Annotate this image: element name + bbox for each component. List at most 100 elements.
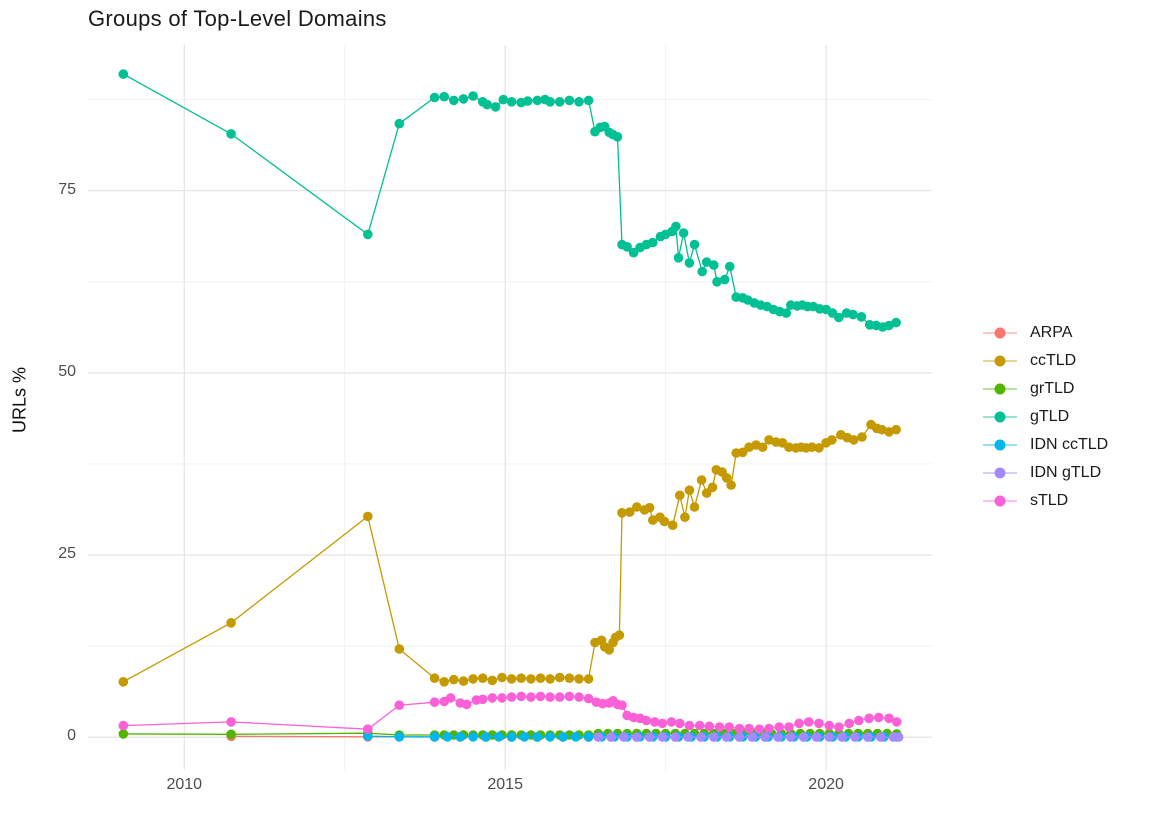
data-point — [641, 715, 652, 726]
legend-key-icon — [983, 383, 1017, 395]
data-point — [564, 691, 575, 702]
legend-item-arpa: ARPA — [982, 319, 1108, 347]
data-point — [760, 732, 770, 742]
data-point — [554, 672, 565, 683]
data-point — [675, 718, 685, 729]
data-point — [624, 507, 635, 517]
data-point — [226, 129, 236, 139]
legend-label: ARPA — [1030, 324, 1073, 341]
data-point — [824, 720, 835, 731]
data-point — [535, 691, 546, 702]
data-point — [628, 247, 639, 258]
legend-label: sTLD — [1030, 492, 1069, 509]
data-point — [827, 435, 837, 445]
data-point — [734, 723, 745, 734]
data-point — [614, 630, 625, 640]
data-point — [657, 718, 668, 729]
data-point — [648, 237, 658, 248]
data-point — [707, 482, 718, 493]
data-point — [519, 732, 530, 742]
data-point — [807, 442, 817, 453]
data-point — [696, 475, 707, 485]
legend-item-idn-gtld: IDN gTLD — [982, 459, 1108, 487]
data-point — [226, 729, 236, 740]
data-point — [574, 692, 584, 702]
legend-key-icon — [983, 439, 1017, 451]
data-point — [522, 96, 533, 106]
legend-label: IDN ccTLD — [1030, 436, 1109, 453]
data-point — [497, 693, 507, 703]
data-point — [554, 97, 565, 107]
data-point — [458, 94, 469, 104]
data-point — [657, 732, 668, 742]
data-point — [848, 309, 858, 320]
data-point — [506, 97, 517, 107]
data-point — [612, 132, 623, 142]
data-point — [784, 442, 794, 453]
legend-key-dot — [994, 411, 1006, 423]
legend-key-dot — [994, 383, 1006, 395]
data-point — [671, 221, 681, 232]
data-point — [854, 715, 864, 726]
data-point — [632, 502, 642, 512]
data-point — [617, 508, 627, 518]
data-point — [714, 722, 725, 732]
data-point — [659, 516, 670, 527]
data-point — [697, 266, 707, 277]
data-point — [455, 732, 466, 742]
data-point — [458, 676, 469, 686]
data-point — [773, 732, 783, 742]
data-point — [798, 732, 809, 742]
data-point — [482, 99, 493, 110]
data-point — [583, 674, 594, 684]
data-point — [118, 729, 129, 739]
data-point — [848, 435, 859, 445]
data-point — [606, 732, 616, 742]
data-point — [684, 258, 695, 268]
data-point — [701, 488, 712, 498]
series-line-cctld — [122, 423, 897, 683]
data-point — [558, 732, 568, 742]
data-point — [477, 694, 488, 705]
y-tick-label: 25 — [58, 545, 76, 563]
y-tick-label: 0 — [67, 727, 76, 745]
data-point — [477, 673, 488, 683]
data-point — [394, 644, 405, 654]
data-point — [670, 732, 681, 742]
x-tick-label: 2010 — [166, 776, 203, 793]
legend: ARPA ccTLD grTLD gTLD IDN ccTLD IDN gTLD sTLD — [982, 319, 1108, 515]
data-point — [721, 473, 732, 483]
data-point — [712, 277, 722, 287]
data-point — [445, 693, 456, 703]
data-point — [583, 693, 594, 704]
data-point — [429, 92, 440, 103]
data-point — [545, 674, 555, 684]
data-point — [725, 261, 735, 272]
data-point — [689, 502, 700, 512]
data-point — [574, 97, 584, 107]
data-point — [747, 732, 758, 742]
data-point — [564, 95, 575, 106]
data-point — [429, 673, 440, 683]
data-point — [526, 674, 536, 684]
legend-item-stld: sTLD — [982, 487, 1108, 515]
data-point — [694, 720, 705, 731]
legend-key-icon — [983, 467, 1017, 479]
data-point — [226, 717, 236, 727]
data-point — [506, 674, 517, 684]
data-point — [617, 700, 627, 710]
legend-key-dot — [994, 327, 1006, 339]
data-point — [363, 229, 373, 240]
data-point — [571, 732, 581, 742]
data-point — [857, 432, 867, 442]
data-point — [583, 732, 594, 742]
data-point — [439, 91, 450, 102]
data-point — [721, 732, 732, 742]
data-point — [394, 700, 405, 710]
data-point — [526, 692, 536, 702]
data-point — [429, 697, 440, 707]
data-point — [535, 673, 546, 683]
data-point — [619, 732, 629, 742]
y-tick-label: 50 — [58, 362, 76, 380]
